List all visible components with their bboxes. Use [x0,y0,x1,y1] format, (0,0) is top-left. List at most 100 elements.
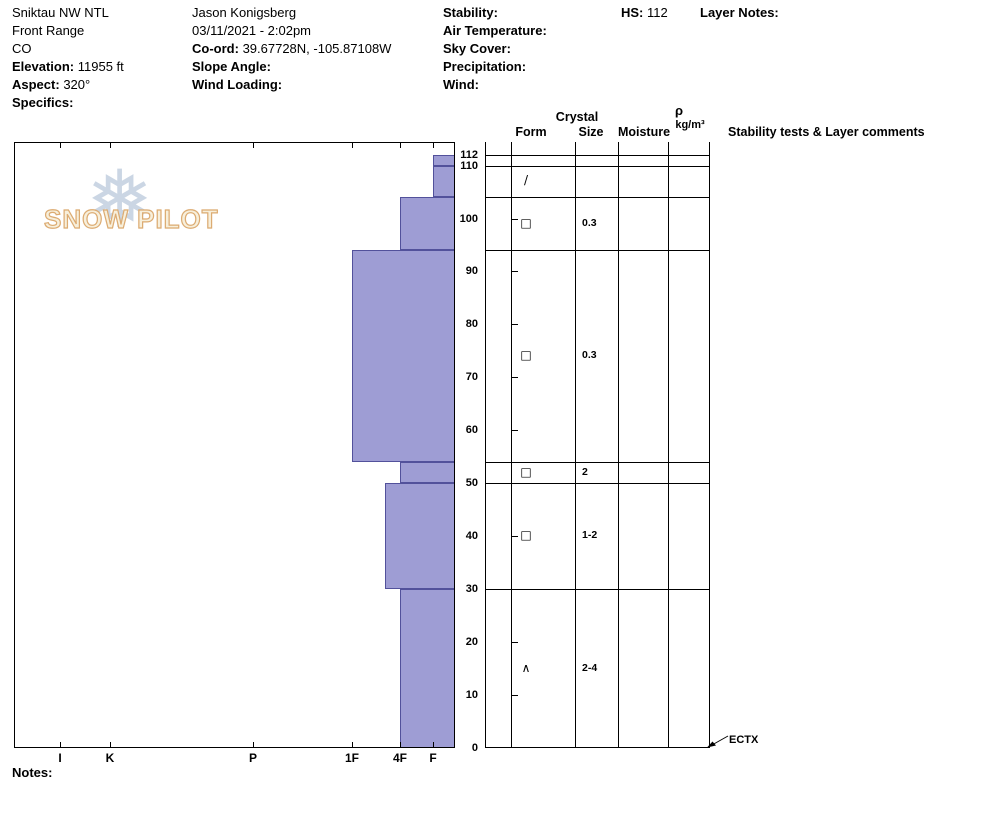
site-region: Front Range [12,23,85,38]
depth-tick-label: 112 [460,149,478,161]
snow-layer-bar [385,483,455,590]
stability-test-annotation: ECTX [706,733,796,751]
hardness-tick-top [400,143,401,148]
depth-tick-label: 30 [465,583,478,596]
layer-boundary-line [485,483,710,485]
table-bottom-line [485,747,710,748]
crystal-form-symbol: / [523,173,529,188]
depth-minor-tick [511,642,518,644]
layer-notes-block: Layer Notes: [700,4,779,22]
depth-axis: 112 110 100 90 80 70 60 50 40 30 20 10 0 [450,142,480,754]
crystal-form-symbol: ∧ [521,660,531,675]
form-column-header: Form [515,125,547,139]
depth-minor-tick [511,324,518,326]
air-temperature-label: Air Temperature: [443,23,547,38]
site-name: Sniktau NW NTL [12,5,109,20]
hs-value: 112 [647,5,668,20]
depth-minor-tick [511,377,518,379]
depth-minor-tick [511,695,518,697]
crystal-header: Crystal [555,110,599,124]
moisture-column-header: Moisture [617,125,671,139]
crystal-size-value: 2 [582,465,588,478]
depth-tick-label: 70 [465,371,478,384]
crystal-form-symbol: □ [520,348,532,363]
layer-table: / □ 0.3 □ 0.3 □ 2 □ 1-2 ∧ 2-4 [485,142,711,749]
comments-column-header: Stability tests & Layer comments [728,125,925,139]
hardness-tick-top [352,143,353,148]
observer-block: Jason Konigsberg 03/11/2021 - 2:02pm Co-… [192,4,391,94]
wind-label: Wind: [443,77,479,92]
elevation-value: 11955 ft [77,59,124,74]
crystal-size-value: 2-4 [582,661,598,674]
hs-label: HS: [621,5,644,20]
observation-datetime: 03/11/2021 - 2:02pm [192,23,312,38]
hardness-tick-top [433,143,434,148]
crystal-size-value: 1-2 [582,529,598,542]
hardness-axis-label: 1F [344,751,359,765]
location-block: Sniktau NW NTL Front Range CO Elevation:… [12,4,124,112]
table-column-line [575,142,576,748]
depth-minor-tick [511,589,518,591]
hardness-tick-bottom [400,742,401,747]
sky-cover-label: Sky Cover: [443,41,511,56]
depth-tick-label: 40 [465,530,478,543]
chart-border [14,142,455,748]
layer-boundary-line [485,165,710,167]
layer-boundary-line [485,589,710,591]
table-column-line [668,142,669,748]
hardness-axis-label: I [58,751,62,765]
hardness-axis-labels: I K P 1F 4F F [14,751,455,767]
table-column-line [709,142,710,748]
site-aspect: Aspect: 320° [12,76,124,94]
depth-minor-tick [511,271,518,273]
table-column-line [485,142,486,748]
layer-boundary-line [485,155,710,156]
crystal-size-value: 0.3 [582,216,597,229]
layer-boundary-line [485,197,710,199]
depth-tick-label: 20 [465,636,478,649]
hardness-tick-bottom [253,742,254,747]
hardness-tick-top [60,143,61,148]
total-snow-height: HS: 112 [621,4,668,22]
conditions-block: Stability: Air Temperature: Sky Cover: P… [443,4,547,94]
depth-tick-label: 60 [465,424,478,437]
hardness-tick-bottom [352,742,353,747]
crystal-size-value: 0.3 [582,349,597,362]
depth-tick-label: 50 [465,477,478,490]
site-elevation: Elevation: 11955 ft [12,58,124,76]
depth-tick-label: 90 [465,265,478,278]
hardness-axis-label: 4F [392,751,407,765]
hardness-axis-label: K [105,751,115,765]
aspect-label: Aspect: [12,77,60,92]
hardness-profile-chart: ❅ SNOW PILOT [14,142,455,748]
crystal-form-symbol: □ [520,528,532,543]
size-column-header: Size [578,125,604,139]
depth-tick-label: 0 [471,742,478,754]
snowflake-icon: ❅ [86,153,154,246]
depth-minor-tick [511,430,518,432]
hardness-tick-bottom [110,742,111,747]
density-units-header: kg/m³ [675,119,705,131]
precipitation-label: Precipitation: [443,59,527,74]
depth-tick-label: 110 [460,159,478,172]
crystal-form-symbol: □ [520,464,532,479]
notes-label: Notes: [12,765,53,780]
crystal-form-symbol: □ [520,215,532,230]
coord-value: 39.67728N, -105.87108W [242,41,392,56]
site-state: CO [12,41,32,56]
depth-tick-label: 10 [465,689,478,702]
watermark-text: SNOW PILOT [43,203,219,234]
ect-arrow-icon [707,735,729,748]
hardness-axis-label: F [429,751,437,765]
coordinates: Co-ord: 39.67728N, -105.87108W [192,40,391,58]
depth-tick-label: 80 [465,318,478,331]
table-column-line [618,142,619,748]
depth-minor-tick [511,536,518,538]
stability-test-result: ECTX [729,734,759,746]
table-column-line [511,142,512,748]
hardness-axis-label: P [248,751,257,765]
elevation-label: Elevation: [12,59,75,74]
density-symbol-header: ρ [674,103,684,118]
hardness-tick-bottom [60,742,61,747]
slope-angle-label: Slope Angle: [192,59,271,74]
